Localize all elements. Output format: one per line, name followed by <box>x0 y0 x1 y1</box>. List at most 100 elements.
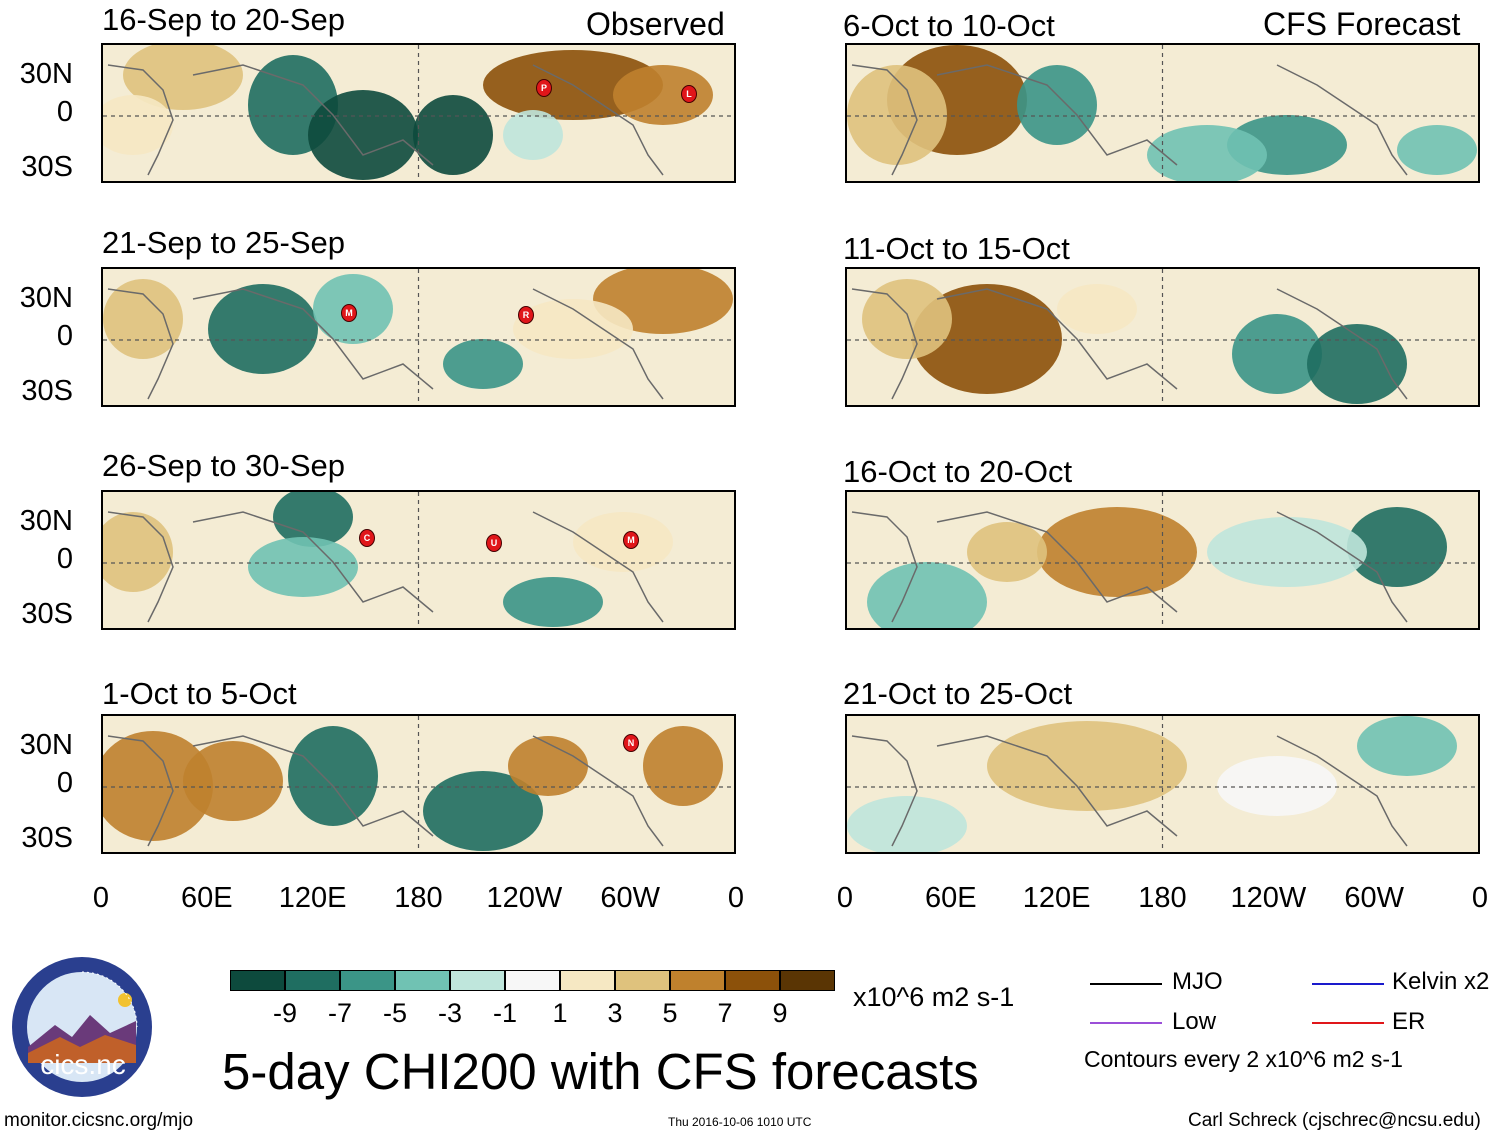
colorbar-label: 1 <box>552 998 568 1028</box>
lat-label: 30N <box>19 58 73 90</box>
lon-label: 180 <box>1138 882 1187 914</box>
footer-author: Carl Schreck (cjschrec@ncsu.edu) <box>1188 1110 1481 1131</box>
coastline <box>851 511 1408 623</box>
anomaly-blob <box>123 45 243 110</box>
anomaly-blob <box>1057 284 1137 334</box>
footer-url[interactable]: monitor.cicsnc.org/mjo <box>4 1110 194 1131</box>
lat-label: 30N <box>19 505 73 537</box>
colorbar-swatch <box>725 970 780 991</box>
legend-er-line <box>1312 1022 1384 1024</box>
storm-marker: L <box>681 85 697 103</box>
lon-label: 120E <box>278 882 347 914</box>
lon-label: 120W <box>1230 882 1307 914</box>
anomaly-blob <box>1037 507 1197 597</box>
coastline <box>851 288 1408 400</box>
legend-mjo-label: MJO <box>1172 968 1223 995</box>
anomaly-blob <box>288 726 378 826</box>
anomaly-blob <box>103 279 183 359</box>
anomaly-blob <box>248 537 358 597</box>
lat-label: 30S <box>21 151 73 183</box>
legend-low-line <box>1090 1022 1162 1024</box>
colorbar-units: x10^6 m2 s-1 <box>853 982 1015 1012</box>
anomaly-field <box>103 492 734 628</box>
anomaly-blob <box>987 721 1187 811</box>
anomaly-blob <box>103 95 173 155</box>
anomaly-blob <box>847 796 967 852</box>
storm-marker: M <box>341 304 357 322</box>
anomaly-blob <box>613 65 713 125</box>
lat-label: 30S <box>21 822 73 854</box>
legend-kelvin-label: Kelvin x2 <box>1392 968 1490 995</box>
coastline <box>851 64 1408 176</box>
colorbar-label: -3 <box>437 998 462 1028</box>
colorbar-swatch <box>670 970 725 991</box>
colorbar-label: 5 <box>662 998 678 1028</box>
legend-er-label: ER <box>1392 1008 1426 1035</box>
legend-kelvin-line <box>1312 983 1384 985</box>
anomaly-blob <box>862 279 952 359</box>
anomaly-blob <box>308 90 418 180</box>
lon-label: 120W <box>486 882 563 914</box>
colorbar-swatch <box>230 970 285 991</box>
panel-title-obs-3: 26-Sep to 30-Sep <box>102 448 346 483</box>
anomaly-blob <box>103 512 173 592</box>
anomaly-blob <box>1147 125 1267 181</box>
lon-label: 0 <box>92 882 110 914</box>
colorbar-swatch <box>560 970 615 991</box>
lat-label: 30N <box>19 729 73 761</box>
cics-logo: cics.nc <box>10 955 155 1100</box>
colorbar-label: -7 <box>327 998 352 1028</box>
map-panel-fc-3 <box>845 490 1480 630</box>
colorbar-swatch <box>615 970 670 991</box>
anomaly-field <box>847 45 1478 181</box>
anomaly-blob <box>208 284 318 374</box>
lat-label: 30N <box>19 282 73 314</box>
anomaly-blob <box>847 65 947 165</box>
colorbar-swatch <box>395 970 450 991</box>
colorbar-swatch <box>450 970 505 991</box>
storm-marker: C <box>359 529 375 547</box>
logo-text: cics.nc <box>40 1049 126 1080</box>
lon-label: 0 <box>727 882 745 914</box>
storm-marker: P <box>536 79 552 97</box>
colorbar-swatch <box>780 970 835 991</box>
anomaly-blob <box>413 95 493 175</box>
anomaly-blob <box>1347 507 1447 587</box>
lon-label: 0 <box>1471 882 1489 914</box>
lon-label: 120E <box>1022 882 1091 914</box>
lat-label: 0 <box>56 96 73 128</box>
lat-label: 30S <box>21 375 73 407</box>
storm-marker: U <box>486 534 502 552</box>
anomaly-blob <box>503 577 603 627</box>
lon-label: 180 <box>394 882 443 914</box>
anomaly-blob <box>1307 324 1407 404</box>
colorbar-label: 3 <box>607 998 623 1028</box>
map-panel-fc-4 <box>845 714 1480 854</box>
map-panel-obs-4: N <box>101 714 736 854</box>
coastline <box>851 735 1408 847</box>
lon-label: 0 <box>836 882 854 914</box>
coastline <box>107 64 664 176</box>
anomaly-field <box>847 492 1478 628</box>
anomaly-blob <box>1207 517 1367 587</box>
colorbar-label: -1 <box>492 998 517 1028</box>
panel-title-fc-4: 21-Oct to 25-Oct <box>843 676 1073 711</box>
anomaly-blob <box>1397 125 1477 175</box>
colorbar-swatch <box>285 970 340 991</box>
colorbar-swatch <box>340 970 395 991</box>
anomaly-blob <box>1217 756 1337 816</box>
coastline <box>107 288 664 400</box>
anomaly-field <box>103 269 734 405</box>
colorbar-label: 7 <box>717 998 733 1028</box>
anomaly-blob <box>273 492 353 547</box>
panel-title-fc-2: 11-Oct to 15-Oct <box>843 231 1070 266</box>
anomaly-blob <box>503 110 563 160</box>
panel-title-obs-2: 21-Sep to 25-Sep <box>102 225 346 260</box>
footer-timestamp: Thu 2016-10-06 1010 UTC <box>668 1115 812 1129</box>
anomaly-blob <box>1232 314 1322 394</box>
anomaly-blob <box>508 736 588 796</box>
map-panel-fc-2 <box>845 267 1480 407</box>
panel-title-fc-1: 6-Oct to 10-Oct <box>843 8 1055 43</box>
